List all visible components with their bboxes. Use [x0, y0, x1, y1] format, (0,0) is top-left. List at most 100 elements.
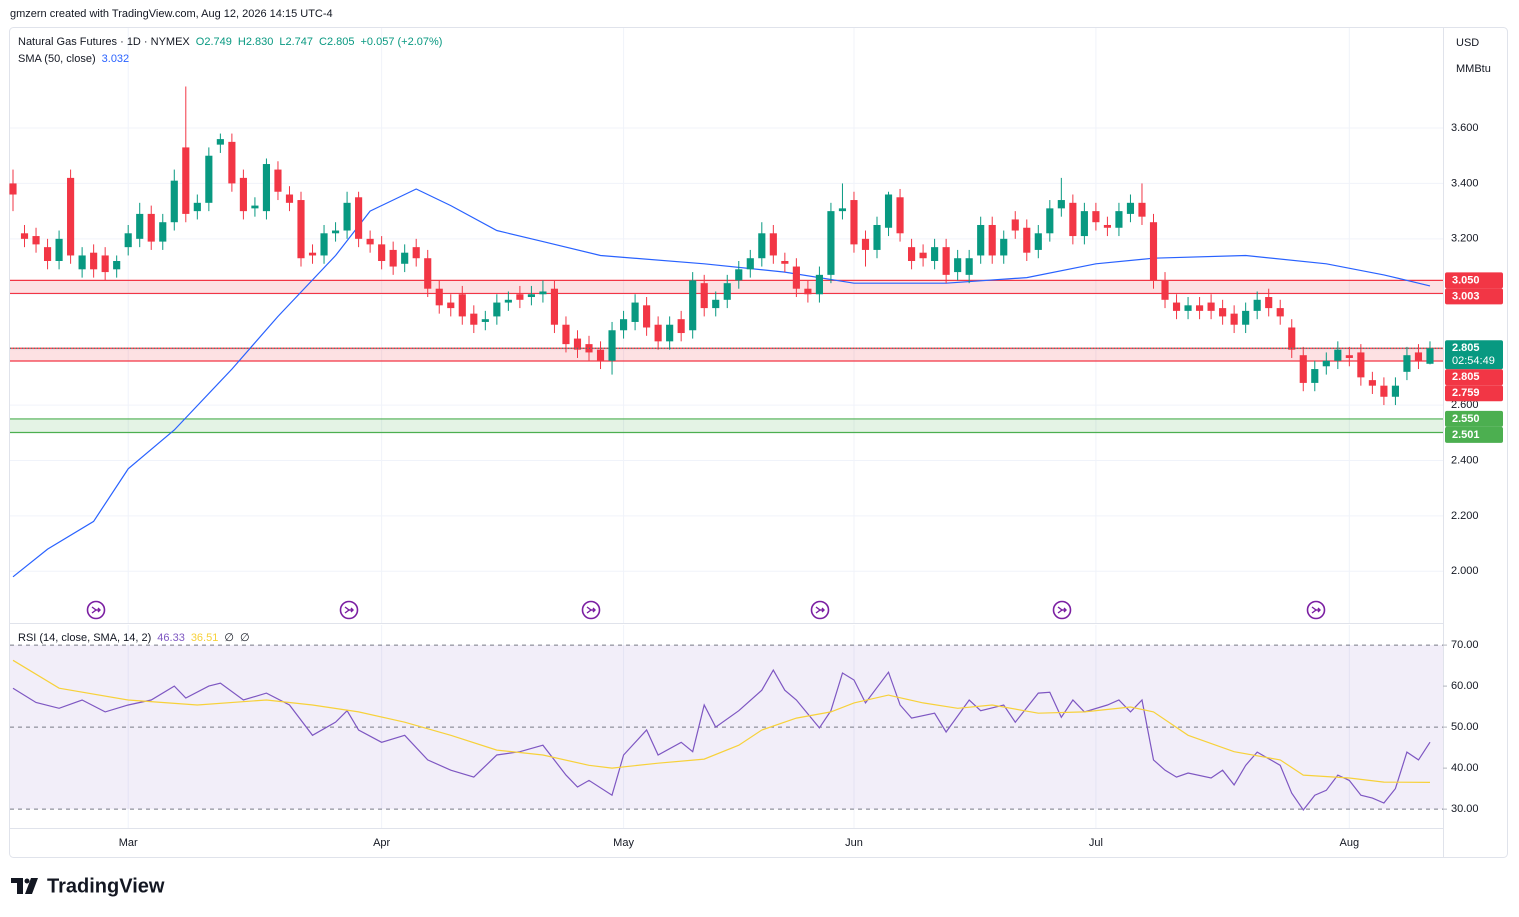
candle-body [378, 244, 386, 262]
candle-body [931, 247, 939, 262]
y-tick-label: 3.200 [1451, 233, 1479, 245]
candle-body [447, 302, 455, 309]
candle-body [712, 299, 720, 309]
candle-body [285, 194, 294, 203]
candle-body [1426, 348, 1434, 364]
sma-legend-title: SMA (50, close) [18, 53, 96, 65]
price-badge-label: 2.805 [1452, 371, 1480, 383]
candle-body [124, 233, 132, 248]
candle-body [1403, 355, 1411, 372]
candle-body [32, 236, 40, 245]
candle-body [723, 283, 731, 300]
price-badge-bg [1445, 288, 1503, 305]
candle-body [320, 233, 328, 256]
sma-legend: SMA (50, close) 3.032 [18, 53, 129, 65]
candle-body [1322, 360, 1330, 367]
candle-body [43, 247, 52, 262]
ohlc-value: O2.749 [196, 36, 232, 48]
candle-body [954, 258, 962, 273]
candle-body [1126, 202, 1135, 214]
candle-body [1057, 200, 1065, 209]
candle-body [631, 302, 639, 322]
event-icon[interactable] [86, 600, 106, 620]
ohlc-value: H2.830 [238, 36, 273, 48]
x-tick-label: Apr [373, 837, 390, 849]
candle-body [1069, 202, 1077, 237]
candle-body [1219, 308, 1227, 317]
candle-body [251, 205, 259, 209]
x-tick-label: May [613, 837, 634, 849]
rsi-legend-title: RSI (14, close, SMA, 14, 2) [18, 632, 151, 644]
candle-body [193, 202, 201, 212]
candle-body [608, 330, 616, 361]
candle-body [1034, 233, 1042, 250]
x-tick-label: Jul [1089, 837, 1103, 849]
candle-body [216, 139, 224, 145]
candle-body [67, 177, 75, 256]
candle-body [1138, 202, 1146, 217]
candle-body [147, 213, 155, 242]
event-icon[interactable] [581, 600, 601, 620]
price-badge: 2.805 [1445, 369, 1503, 386]
candle-body [1414, 352, 1423, 361]
candle-body [424, 258, 432, 289]
event-icon[interactable] [1306, 600, 1326, 620]
price-badge-bg [1445, 410, 1503, 427]
candle-body [78, 255, 86, 270]
candle-body [873, 224, 881, 250]
y-tick-label: 40.00 [1451, 762, 1479, 774]
zone [10, 348, 1443, 362]
candle-body [516, 294, 524, 300]
chart-frame [9, 27, 1508, 858]
event-icons [86, 600, 1326, 620]
candle-body [977, 224, 985, 256]
candle-body [136, 213, 144, 239]
candle-body [1391, 385, 1399, 397]
event-icon[interactable] [339, 600, 359, 620]
candle-body [355, 197, 363, 239]
candle-body [1357, 352, 1365, 378]
sma-legend-value: 3.032 [102, 53, 130, 65]
candle-body [908, 247, 916, 262]
candle-body [435, 288, 443, 306]
candle-body [205, 155, 213, 203]
ohlc-value: C2.805 [319, 36, 354, 48]
legend-title: Natural Gas Futures · 1D · NYMEX [18, 36, 190, 48]
candle-body [539, 291, 547, 295]
candle-body [504, 299, 512, 303]
rsi-legend: RSI (14, close, SMA, 14, 2) 46.33 36.51 ∅ ∅ [18, 632, 250, 644]
candle-body [838, 208, 847, 212]
price-badge-label: 3.050 [1452, 274, 1480, 286]
candle-body [159, 222, 167, 242]
candle-body [573, 338, 582, 350]
candle-body [366, 238, 374, 245]
event-icon[interactable] [810, 600, 830, 620]
event-icon[interactable] [1052, 600, 1072, 620]
zone [10, 418, 1443, 433]
candle-body [1288, 327, 1296, 350]
candle-body [550, 288, 559, 325]
candle-body [654, 324, 662, 342]
rsi-legend-value: ∅ [224, 632, 234, 644]
candle-body [919, 252, 927, 259]
candle-body [1368, 380, 1376, 386]
y-tick-label: 3.400 [1451, 177, 1479, 189]
y-tick-label: 2.200 [1451, 510, 1479, 522]
candle-body [101, 255, 109, 273]
candle-body [861, 238, 870, 250]
candle-body [884, 194, 893, 228]
candle-body [412, 247, 420, 259]
candle-body [1000, 238, 1008, 256]
chart-layer: USD MMBtu Mar Apr May Jun Jul Aug 2.000 2.200 2.40… [9, 28, 1503, 849]
candle-body [1103, 224, 1111, 228]
candle-body [1276, 308, 1284, 317]
candle-body [735, 269, 743, 281]
candle-body [758, 233, 766, 259]
y-tick-label: 70.00 [1451, 639, 1479, 651]
price-badge-bg [1445, 385, 1503, 402]
candle-body [988, 224, 996, 256]
candle-body [308, 252, 317, 256]
candle-body [239, 177, 247, 212]
